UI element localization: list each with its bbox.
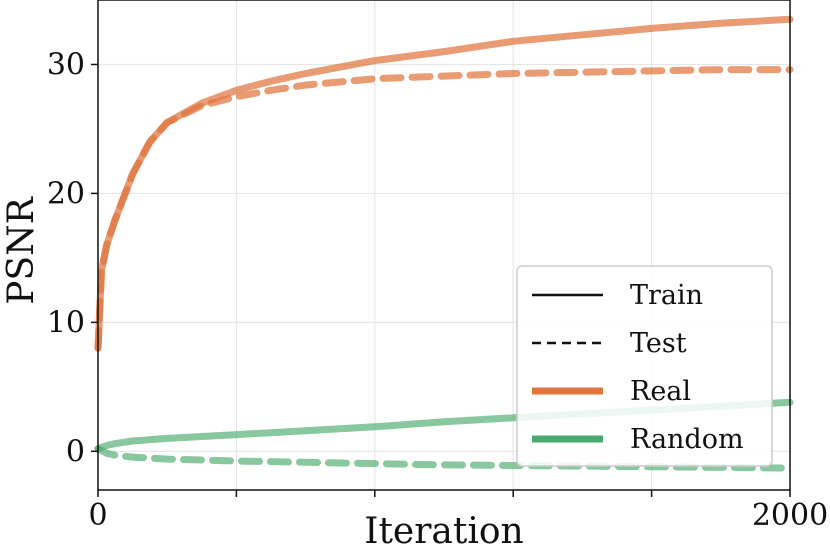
x-tick-label: 0 <box>88 498 107 533</box>
legend: Train Test Real Random <box>516 265 773 467</box>
legend-box <box>516 265 773 467</box>
y-tick-label: 20 <box>47 176 85 211</box>
y-tick-label: 0 <box>66 434 85 469</box>
y-axis-title: PSNR <box>1 196 42 304</box>
plot-frame <box>97 0 791 491</box>
legend-label-train: Train <box>630 280 703 311</box>
x-axis-title: Iteration <box>364 511 524 550</box>
series-line-random-test <box>94 445 794 472</box>
legend-label-real: Real <box>630 376 691 407</box>
series-line-real-test <box>94 66 794 352</box>
y-tick-label: 30 <box>47 47 85 82</box>
legend-label-random: Random <box>630 424 744 455</box>
legend-label-test: Test <box>630 328 687 359</box>
y-tick-label: 10 <box>47 305 85 340</box>
x-tick-label: 2000 <box>752 498 828 533</box>
axis-ticks: 0 2000 0 10 20 30 <box>47 47 828 533</box>
